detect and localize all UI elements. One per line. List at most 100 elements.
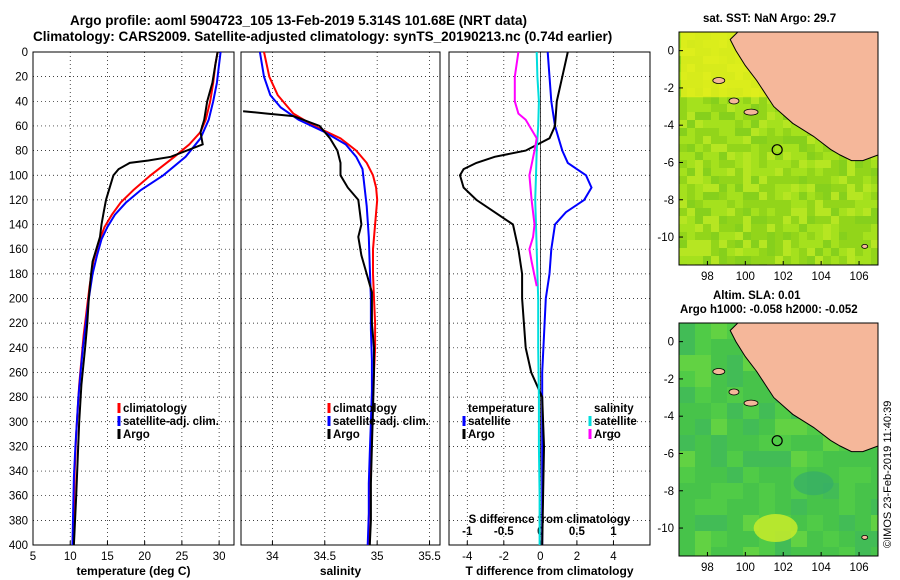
map-cell xyxy=(831,152,839,160)
map-cell xyxy=(759,128,767,136)
map-cell xyxy=(743,256,751,264)
map-cell xyxy=(711,104,719,112)
map-cell xyxy=(751,120,759,128)
map-cell xyxy=(679,144,687,152)
map-cell xyxy=(767,200,775,208)
map-cell xyxy=(855,467,871,483)
map-cell xyxy=(727,160,735,168)
map-cell xyxy=(815,232,823,240)
map-cell xyxy=(775,144,783,152)
map-cell xyxy=(711,184,719,192)
map-cell xyxy=(687,248,695,256)
map-y-tick-label: -6 xyxy=(664,157,674,169)
map-cell xyxy=(839,547,855,556)
map-cell xyxy=(847,176,855,184)
map-cell xyxy=(831,160,839,168)
island xyxy=(712,368,726,375)
map-cell xyxy=(711,112,719,120)
map-cell xyxy=(695,104,703,112)
map-cell xyxy=(855,224,863,232)
map-cell xyxy=(743,467,759,483)
map-cell xyxy=(871,224,878,232)
map-cell xyxy=(759,184,767,192)
map-cell xyxy=(839,467,855,483)
map-cell xyxy=(871,168,878,176)
map-cell xyxy=(679,176,687,184)
map-cell xyxy=(703,152,711,160)
map-cell xyxy=(831,208,839,216)
map-cell xyxy=(711,216,719,224)
chart-panel-salinity: 34 34.5 35 35.5 salinity xyxy=(240,51,441,578)
map-cell xyxy=(775,152,783,160)
legend-label: satellite-adj. clim. xyxy=(123,416,219,428)
map-cell xyxy=(871,176,878,184)
map-cell xyxy=(687,160,695,168)
map-cell xyxy=(759,120,767,128)
map-cell xyxy=(791,184,799,192)
map-cell xyxy=(695,216,703,224)
map-cell xyxy=(767,152,775,160)
map-cell xyxy=(807,531,823,547)
map-cell xyxy=(687,168,695,176)
legend-label: satellite-adj. clim. xyxy=(333,416,429,428)
map-cell xyxy=(727,144,735,152)
map-cell xyxy=(823,152,831,160)
x-tick-label: 30 xyxy=(213,551,226,563)
map-cell xyxy=(711,256,719,264)
map-cell xyxy=(767,256,775,264)
map-cell xyxy=(743,168,751,176)
map-cell xyxy=(679,152,687,160)
map-cell xyxy=(807,224,815,232)
map-cell xyxy=(799,192,807,200)
map-cell xyxy=(703,256,711,264)
map-cell xyxy=(751,136,759,144)
map-cell xyxy=(831,224,839,232)
map-cell xyxy=(831,192,839,200)
map-cell xyxy=(679,355,695,371)
x2-tick-label: 0.5 xyxy=(569,526,586,538)
map-cell xyxy=(727,240,735,248)
map-cell xyxy=(719,144,727,152)
map-cell xyxy=(767,240,775,248)
map-cell xyxy=(767,168,775,176)
map-cell xyxy=(871,256,878,264)
map-cell xyxy=(679,419,695,435)
map-cell xyxy=(735,200,743,208)
map-cell xyxy=(775,120,783,128)
map-cell xyxy=(743,387,759,403)
map-cell xyxy=(743,112,751,120)
map-cell xyxy=(855,232,863,240)
map-cell xyxy=(719,240,727,248)
map-cell xyxy=(711,483,727,499)
map-cell xyxy=(775,256,783,264)
map-cell xyxy=(839,184,847,192)
map-cell xyxy=(719,248,727,256)
map-cell xyxy=(711,240,719,248)
island xyxy=(743,399,759,407)
map-cell xyxy=(695,467,711,483)
map-cell xyxy=(727,112,735,120)
map-cell xyxy=(687,96,695,104)
map-cell xyxy=(735,120,743,128)
sla-low-patch xyxy=(793,471,834,496)
x-tick-label: 10 xyxy=(64,551,77,563)
map-cell xyxy=(767,216,775,224)
map-cell xyxy=(703,208,711,216)
map-cell xyxy=(823,184,831,192)
map-cell xyxy=(695,339,711,355)
chart-panel-temperature: 0 20 40 60 80 100 120 140 160 180 200 220 240 260 280 3… xyxy=(9,47,235,578)
map-cell xyxy=(759,96,767,104)
map-cell xyxy=(759,256,767,264)
map-cell xyxy=(695,224,703,232)
y-tick-label: 340 xyxy=(9,466,28,478)
map-cell xyxy=(727,531,743,547)
map-cell xyxy=(815,200,823,208)
map-cell xyxy=(695,323,711,339)
map-cell xyxy=(767,112,775,120)
map-cell xyxy=(727,547,743,556)
map-cell xyxy=(791,240,799,248)
map-cell xyxy=(839,192,847,200)
map-cell xyxy=(839,240,847,248)
map-cell xyxy=(703,200,711,208)
map-cell xyxy=(695,547,711,556)
